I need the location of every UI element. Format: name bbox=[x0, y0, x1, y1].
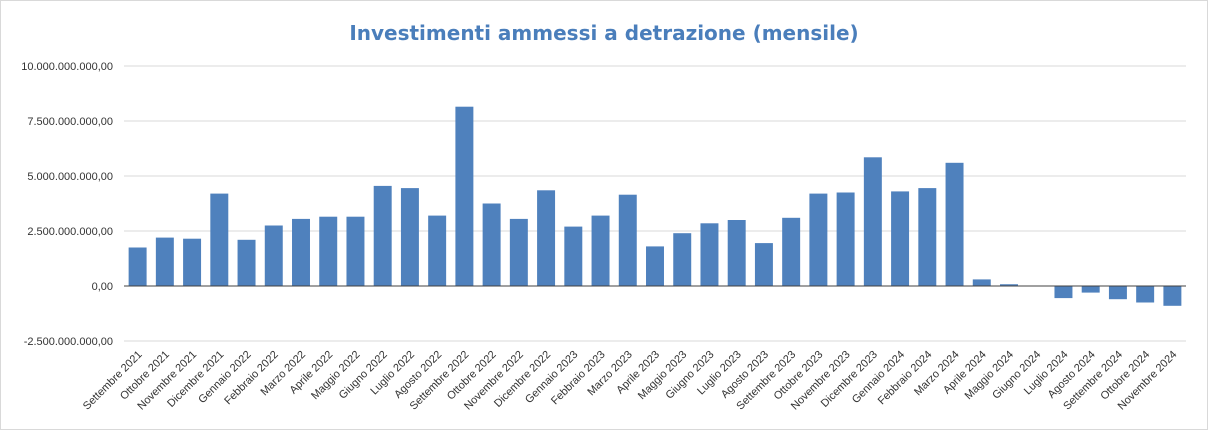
bar bbox=[128, 247, 147, 286]
bar bbox=[1163, 286, 1182, 306]
bar bbox=[155, 237, 174, 286]
bars bbox=[128, 106, 1182, 306]
bar bbox=[618, 194, 637, 286]
bar bbox=[754, 243, 773, 286]
bar bbox=[428, 215, 447, 286]
bar bbox=[400, 188, 419, 286]
bar bbox=[945, 162, 964, 286]
bar bbox=[373, 185, 392, 286]
bar bbox=[918, 188, 937, 286]
chart-title: Investimenti ammessi a detrazione (mensi… bbox=[349, 21, 859, 45]
bar bbox=[346, 216, 365, 286]
bar bbox=[319, 216, 338, 286]
bar bbox=[836, 192, 855, 286]
bar bbox=[292, 218, 310, 286]
bar bbox=[591, 215, 610, 286]
y-tick-label: 2.500.000.000,00 bbox=[27, 226, 113, 238]
bar bbox=[863, 157, 882, 286]
bar bbox=[1000, 284, 1018, 286]
bar bbox=[782, 217, 801, 286]
bar bbox=[183, 238, 202, 286]
bar bbox=[482, 203, 501, 286]
y-tick-label: 5.000.000.000,00 bbox=[27, 171, 113, 183]
bar bbox=[727, 220, 746, 286]
bar bbox=[1081, 286, 1100, 293]
y-axis-labels: 10.000.000.000,00 7.500.000.000,00 5.000.0… bbox=[21, 61, 113, 348]
y-tick-label: -2.500.000.000,00 bbox=[24, 336, 113, 348]
bar bbox=[564, 226, 583, 286]
bar bbox=[673, 233, 692, 286]
bar bbox=[972, 279, 991, 286]
bar bbox=[1108, 286, 1127, 300]
bar bbox=[237, 239, 256, 286]
gridlines bbox=[124, 65, 1186, 342]
bar bbox=[809, 193, 828, 286]
y-tick-label: 10.000.000.000,00 bbox=[21, 61, 113, 73]
bar bbox=[1136, 286, 1155, 303]
bar bbox=[1054, 286, 1073, 299]
bar bbox=[210, 193, 229, 286]
bar bbox=[700, 223, 719, 286]
bar bbox=[891, 191, 910, 286]
bar bbox=[509, 218, 528, 286]
bar bbox=[455, 106, 474, 286]
bar bbox=[537, 190, 556, 286]
bar bbox=[264, 225, 283, 286]
y-tick-label: 0,00 bbox=[92, 281, 113, 293]
y-tick-label: 7.500.000.000,00 bbox=[27, 116, 113, 128]
bar bbox=[646, 246, 664, 286]
